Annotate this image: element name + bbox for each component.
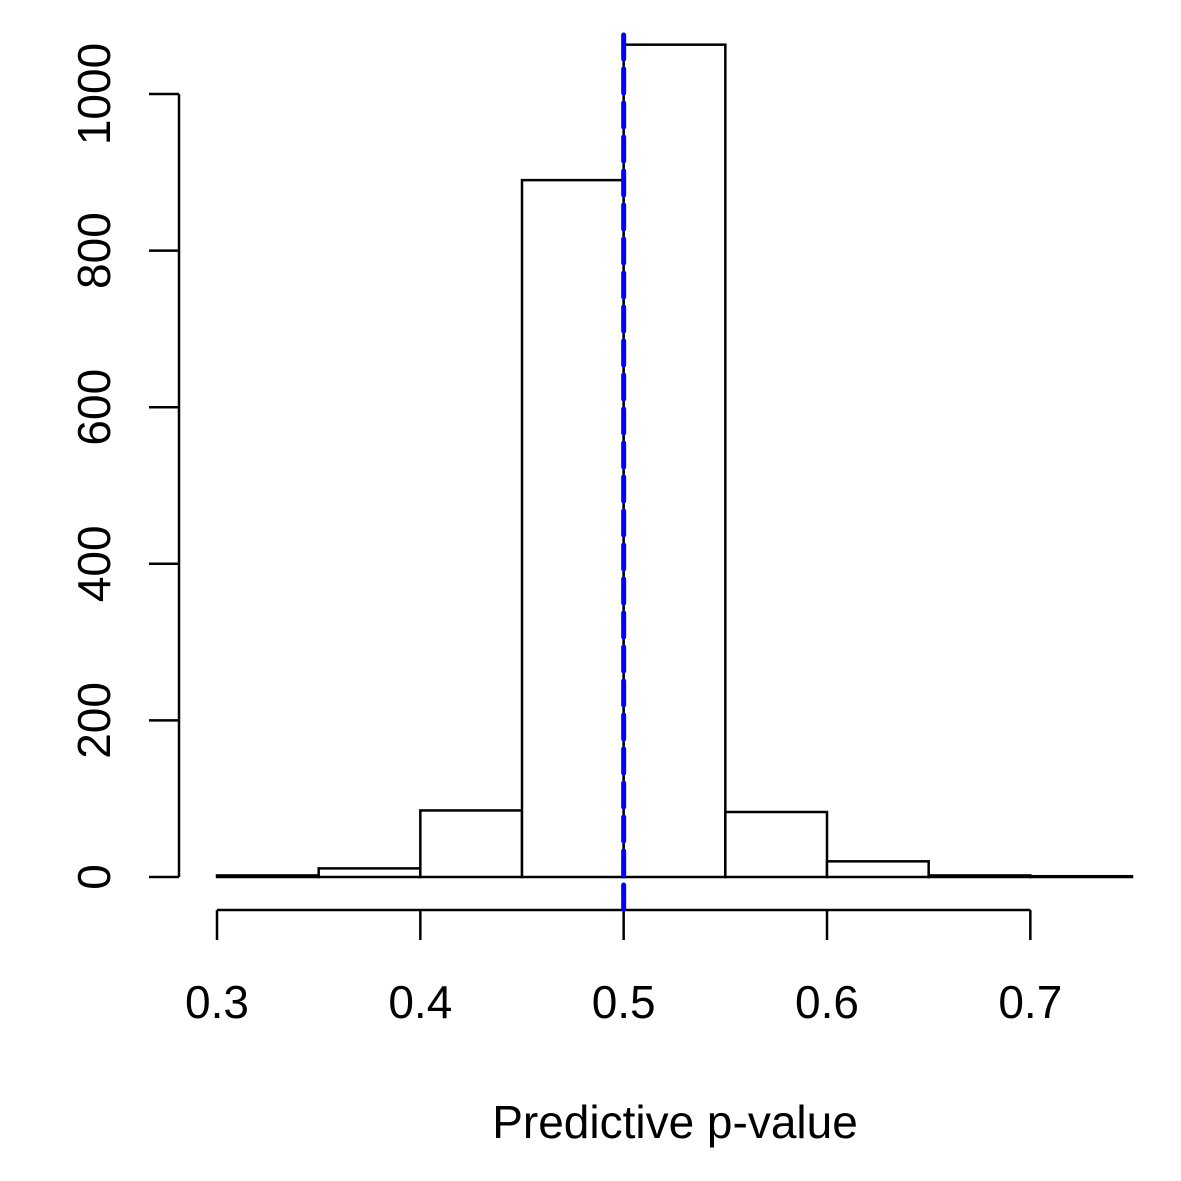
histogram-bar-2	[419, 809, 524, 879]
histogram-bar-7	[927, 874, 1032, 879]
y-tick-label-0: 0	[68, 864, 120, 890]
histogram-bar-4	[622, 43, 727, 879]
histogram-bar-3	[520, 178, 625, 879]
x-axis-label: Predictive p-value	[492, 1096, 858, 1148]
histogram-bar-0	[215, 874, 320, 879]
histogram-bar-8	[1029, 874, 1134, 879]
x-tick-label-0.3: 0.3	[185, 976, 249, 1028]
histogram-bar-6	[825, 860, 930, 879]
x-axis: 0.3 0.4 0.5 0.6 0.7	[185, 908, 1062, 1028]
histogram-bar-1	[317, 867, 422, 879]
x-tick-label-0.7: 0.7	[998, 976, 1062, 1028]
histogram-bars	[215, 43, 1134, 879]
x-tick-label-0.4: 0.4	[388, 976, 452, 1028]
x-tick-label-0.5: 0.5	[592, 976, 656, 1028]
y-tick-label-600: 600	[68, 369, 120, 446]
y-tick-label-200: 200	[68, 682, 120, 759]
y-tick-label-800: 800	[68, 212, 120, 289]
y-tick-label-400: 400	[68, 525, 120, 602]
x-tick-label-0.6: 0.6	[795, 976, 859, 1028]
y-tick-label-1000: 1000	[68, 43, 120, 145]
y-axis: 0 200 400 600 800 1000	[68, 43, 181, 890]
histogram-bar-5	[724, 810, 829, 879]
